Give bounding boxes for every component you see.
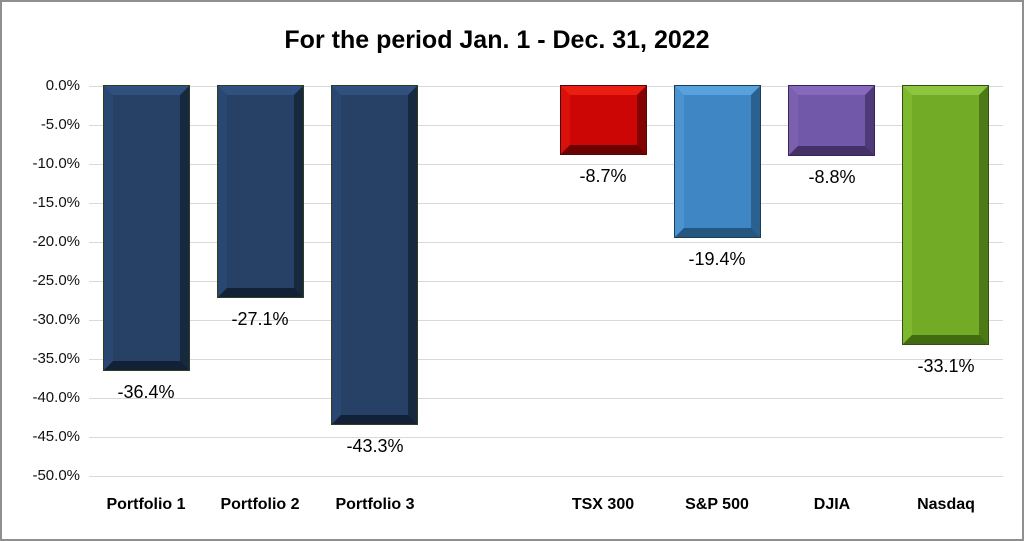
- y-axis-tick-label: -5.0%: [40, 116, 80, 133]
- bar-data-label-portfolio-1: -36.4%: [117, 382, 175, 402]
- y-gridline: [89, 398, 1003, 399]
- x-axis-label-tsx-300: TSX 300: [571, 496, 635, 513]
- y-gridline: [89, 86, 1003, 87]
- y-axis-tick-label: -50.0%: [32, 467, 80, 484]
- bar-data-label-djia: -8.8%: [808, 167, 856, 187]
- y-gridline: [89, 320, 1003, 321]
- y-gridline: [89, 203, 1003, 204]
- bar-portfolio-2[interactable]: [218, 86, 303, 297]
- y-gridline: [89, 359, 1003, 360]
- y-gridline: [89, 476, 1003, 477]
- bar-nasdaq[interactable]: [903, 86, 988, 344]
- bar-data-label-portfolio-3: -43.3%: [346, 436, 404, 456]
- y-axis-tick-label: 0.0%: [45, 77, 80, 94]
- y-axis-tick-label: -40.0%: [32, 389, 80, 406]
- x-axis-label-s-p-500: S&P 500: [685, 496, 749, 513]
- x-axis-label-portfolio-3: Portfolio 3: [335, 496, 415, 513]
- bar-data-label-tsx-300: -8.7%: [579, 166, 627, 186]
- bar-data-label-portfolio-2: -27.1%: [231, 309, 289, 329]
- y-gridline: [89, 242, 1003, 243]
- y-axis-tick-label: -15.0%: [32, 194, 80, 211]
- bar-data-label-nasdaq: -33.1%: [917, 356, 975, 376]
- y-gridline: [89, 164, 1003, 165]
- chart-title: For the period Jan. 1 - Dec. 31, 2022: [284, 26, 710, 54]
- y-axis-tick-label: -10.0%: [32, 155, 80, 172]
- x-axis-label-nasdaq: Nasdaq: [917, 496, 975, 513]
- y-gridline: [89, 281, 1003, 282]
- y-axis-tick-label: -20.0%: [32, 233, 80, 250]
- y-gridline: [89, 437, 1003, 438]
- y-axis-tick-label: -45.0%: [32, 428, 80, 445]
- bar-portfolio-3[interactable]: [332, 86, 417, 424]
- bar-djia[interactable]: [789, 86, 874, 155]
- x-axis-label-djia: DJIA: [813, 496, 851, 513]
- x-axis-label-portfolio-1: Portfolio 1: [106, 496, 186, 513]
- bar-data-label-s-p-500: -19.4%: [688, 249, 746, 269]
- y-gridline: [89, 125, 1003, 126]
- bar-s-p-500[interactable]: [675, 86, 760, 237]
- y-axis-tick-label: -30.0%: [32, 311, 80, 328]
- x-axis-label-portfolio-2: Portfolio 2: [220, 496, 300, 513]
- y-axis-tick-label: -25.0%: [32, 272, 80, 289]
- y-axis-tick-label: -35.0%: [32, 350, 80, 367]
- bar-tsx-300[interactable]: [561, 86, 646, 154]
- bar-portfolio-1[interactable]: [104, 86, 189, 370]
